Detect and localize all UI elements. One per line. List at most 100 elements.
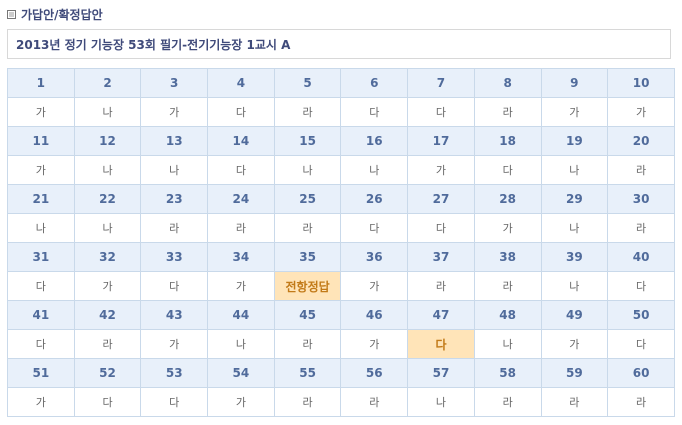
answer-cell: 다: [473, 155, 542, 185]
question-number: 18: [473, 126, 542, 156]
answer-cell: 다: [407, 329, 475, 359]
answer-cell: 가: [607, 97, 675, 127]
question-number: 5: [273, 68, 342, 98]
answer-cell: 나: [540, 213, 609, 243]
question-number: 33: [140, 242, 209, 272]
answer-cell: 가: [207, 387, 275, 417]
answer-cell: 다: [7, 329, 75, 359]
question-number: 10: [607, 68, 675, 98]
answer-cell: 라: [140, 213, 209, 243]
question-number: 29: [540, 184, 609, 214]
answer-cell: 가: [7, 97, 75, 127]
section-header: 가답안/확정답안: [7, 6, 103, 23]
question-number: 26: [340, 184, 409, 214]
answer-cell: 나: [73, 97, 142, 127]
answer-cell: 라: [273, 387, 342, 417]
question-number: 4: [207, 68, 275, 98]
question-number: 13: [140, 126, 209, 156]
answer-cell: 라: [73, 329, 142, 359]
answer-cell: 나: [7, 213, 75, 243]
question-number: 32: [73, 242, 142, 272]
question-number: 23: [140, 184, 209, 214]
answer-cell: 라: [407, 271, 475, 301]
question-number: 56: [340, 358, 409, 388]
answer-cell: 나: [540, 155, 609, 185]
bullet-icon: [7, 10, 16, 19]
question-number: 28: [473, 184, 542, 214]
answer-cell: 라: [273, 213, 342, 243]
question-number: 43: [140, 300, 209, 330]
answer-cell: 다: [407, 213, 475, 243]
answer-cell: 가: [340, 329, 409, 359]
question-number-row: 11 12 13 14 15 16 17 18 19 20: [7, 126, 675, 156]
answer-cell: 라: [473, 97, 542, 127]
question-number-row: 1 2 3 4 5 6 7 8 9 10: [7, 68, 675, 98]
question-number: 51: [7, 358, 75, 388]
answer-cell: 다: [340, 97, 409, 127]
answer-cell: 전항정답: [273, 271, 342, 301]
answer-cell: 나: [407, 387, 475, 417]
question-number: 52: [73, 358, 142, 388]
question-number: 57: [407, 358, 475, 388]
answer-cell: 라: [207, 213, 275, 243]
answer-cell: 라: [473, 387, 542, 417]
question-number: 37: [407, 242, 475, 272]
answer-cell: 다: [140, 387, 209, 417]
answer-cell: 다: [407, 97, 475, 127]
question-number: 59: [540, 358, 609, 388]
question-number: 15: [273, 126, 342, 156]
answer-cell: 다: [207, 97, 275, 127]
answer-cell: 나: [207, 329, 275, 359]
question-number: 27: [407, 184, 475, 214]
question-number: 2: [73, 68, 142, 98]
answer-cell: 라: [473, 271, 542, 301]
question-number: 30: [607, 184, 675, 214]
answer-cell: 나: [73, 213, 142, 243]
question-number: 40: [607, 242, 675, 272]
question-number: 1: [7, 68, 75, 98]
question-number: 36: [340, 242, 409, 272]
question-number: 20: [607, 126, 675, 156]
answer-cell: 라: [607, 387, 675, 417]
answer-cell: 라: [607, 213, 675, 243]
question-number: 6: [340, 68, 409, 98]
question-number: 35: [273, 242, 342, 272]
answer-cell: 가: [73, 271, 142, 301]
question-number-row: 51 52 53 54 55 56 57 58 59 60: [7, 358, 675, 388]
question-number: 7: [407, 68, 475, 98]
answer-cell: 나: [473, 329, 542, 359]
answer-cell: 다: [7, 271, 75, 301]
question-number: 44: [207, 300, 275, 330]
question-number: 45: [273, 300, 342, 330]
question-number: 53: [140, 358, 209, 388]
answer-cell: 나: [140, 155, 209, 185]
answer-cell: 다: [607, 271, 675, 301]
question-number: 11: [7, 126, 75, 156]
answer-cell: 라: [607, 155, 675, 185]
answer-cell: 가: [540, 97, 609, 127]
answer-cell: 라: [340, 387, 409, 417]
question-number: 54: [207, 358, 275, 388]
answer-cell: 다: [340, 213, 409, 243]
answer-cell: 가: [473, 213, 542, 243]
answer-cell: 가: [140, 97, 209, 127]
question-number: 49: [540, 300, 609, 330]
answer-cell: 다: [607, 329, 675, 359]
exam-title: 2013년 정기 기능장 53회 필기-전기기능장 1교시 A: [7, 29, 671, 59]
answer-cell: 다: [73, 387, 142, 417]
question-number: 17: [407, 126, 475, 156]
answer-table: 1 2 3 4 5 6 7 8 9 10 가 나 가 다 라 다 다 라 가 가 11 12 13 14 15 16 17 18 19 2…: [7, 68, 675, 417]
question-number: 55: [273, 358, 342, 388]
answer-cell: 나: [73, 155, 142, 185]
question-number: 14: [207, 126, 275, 156]
answer-cell: 라: [273, 329, 342, 359]
question-number-row: 41 42 43 44 45 46 47 48 49 50: [7, 300, 675, 330]
answer-cell: 다: [207, 155, 275, 185]
answer-cell: 가: [7, 155, 75, 185]
question-number: 25: [273, 184, 342, 214]
